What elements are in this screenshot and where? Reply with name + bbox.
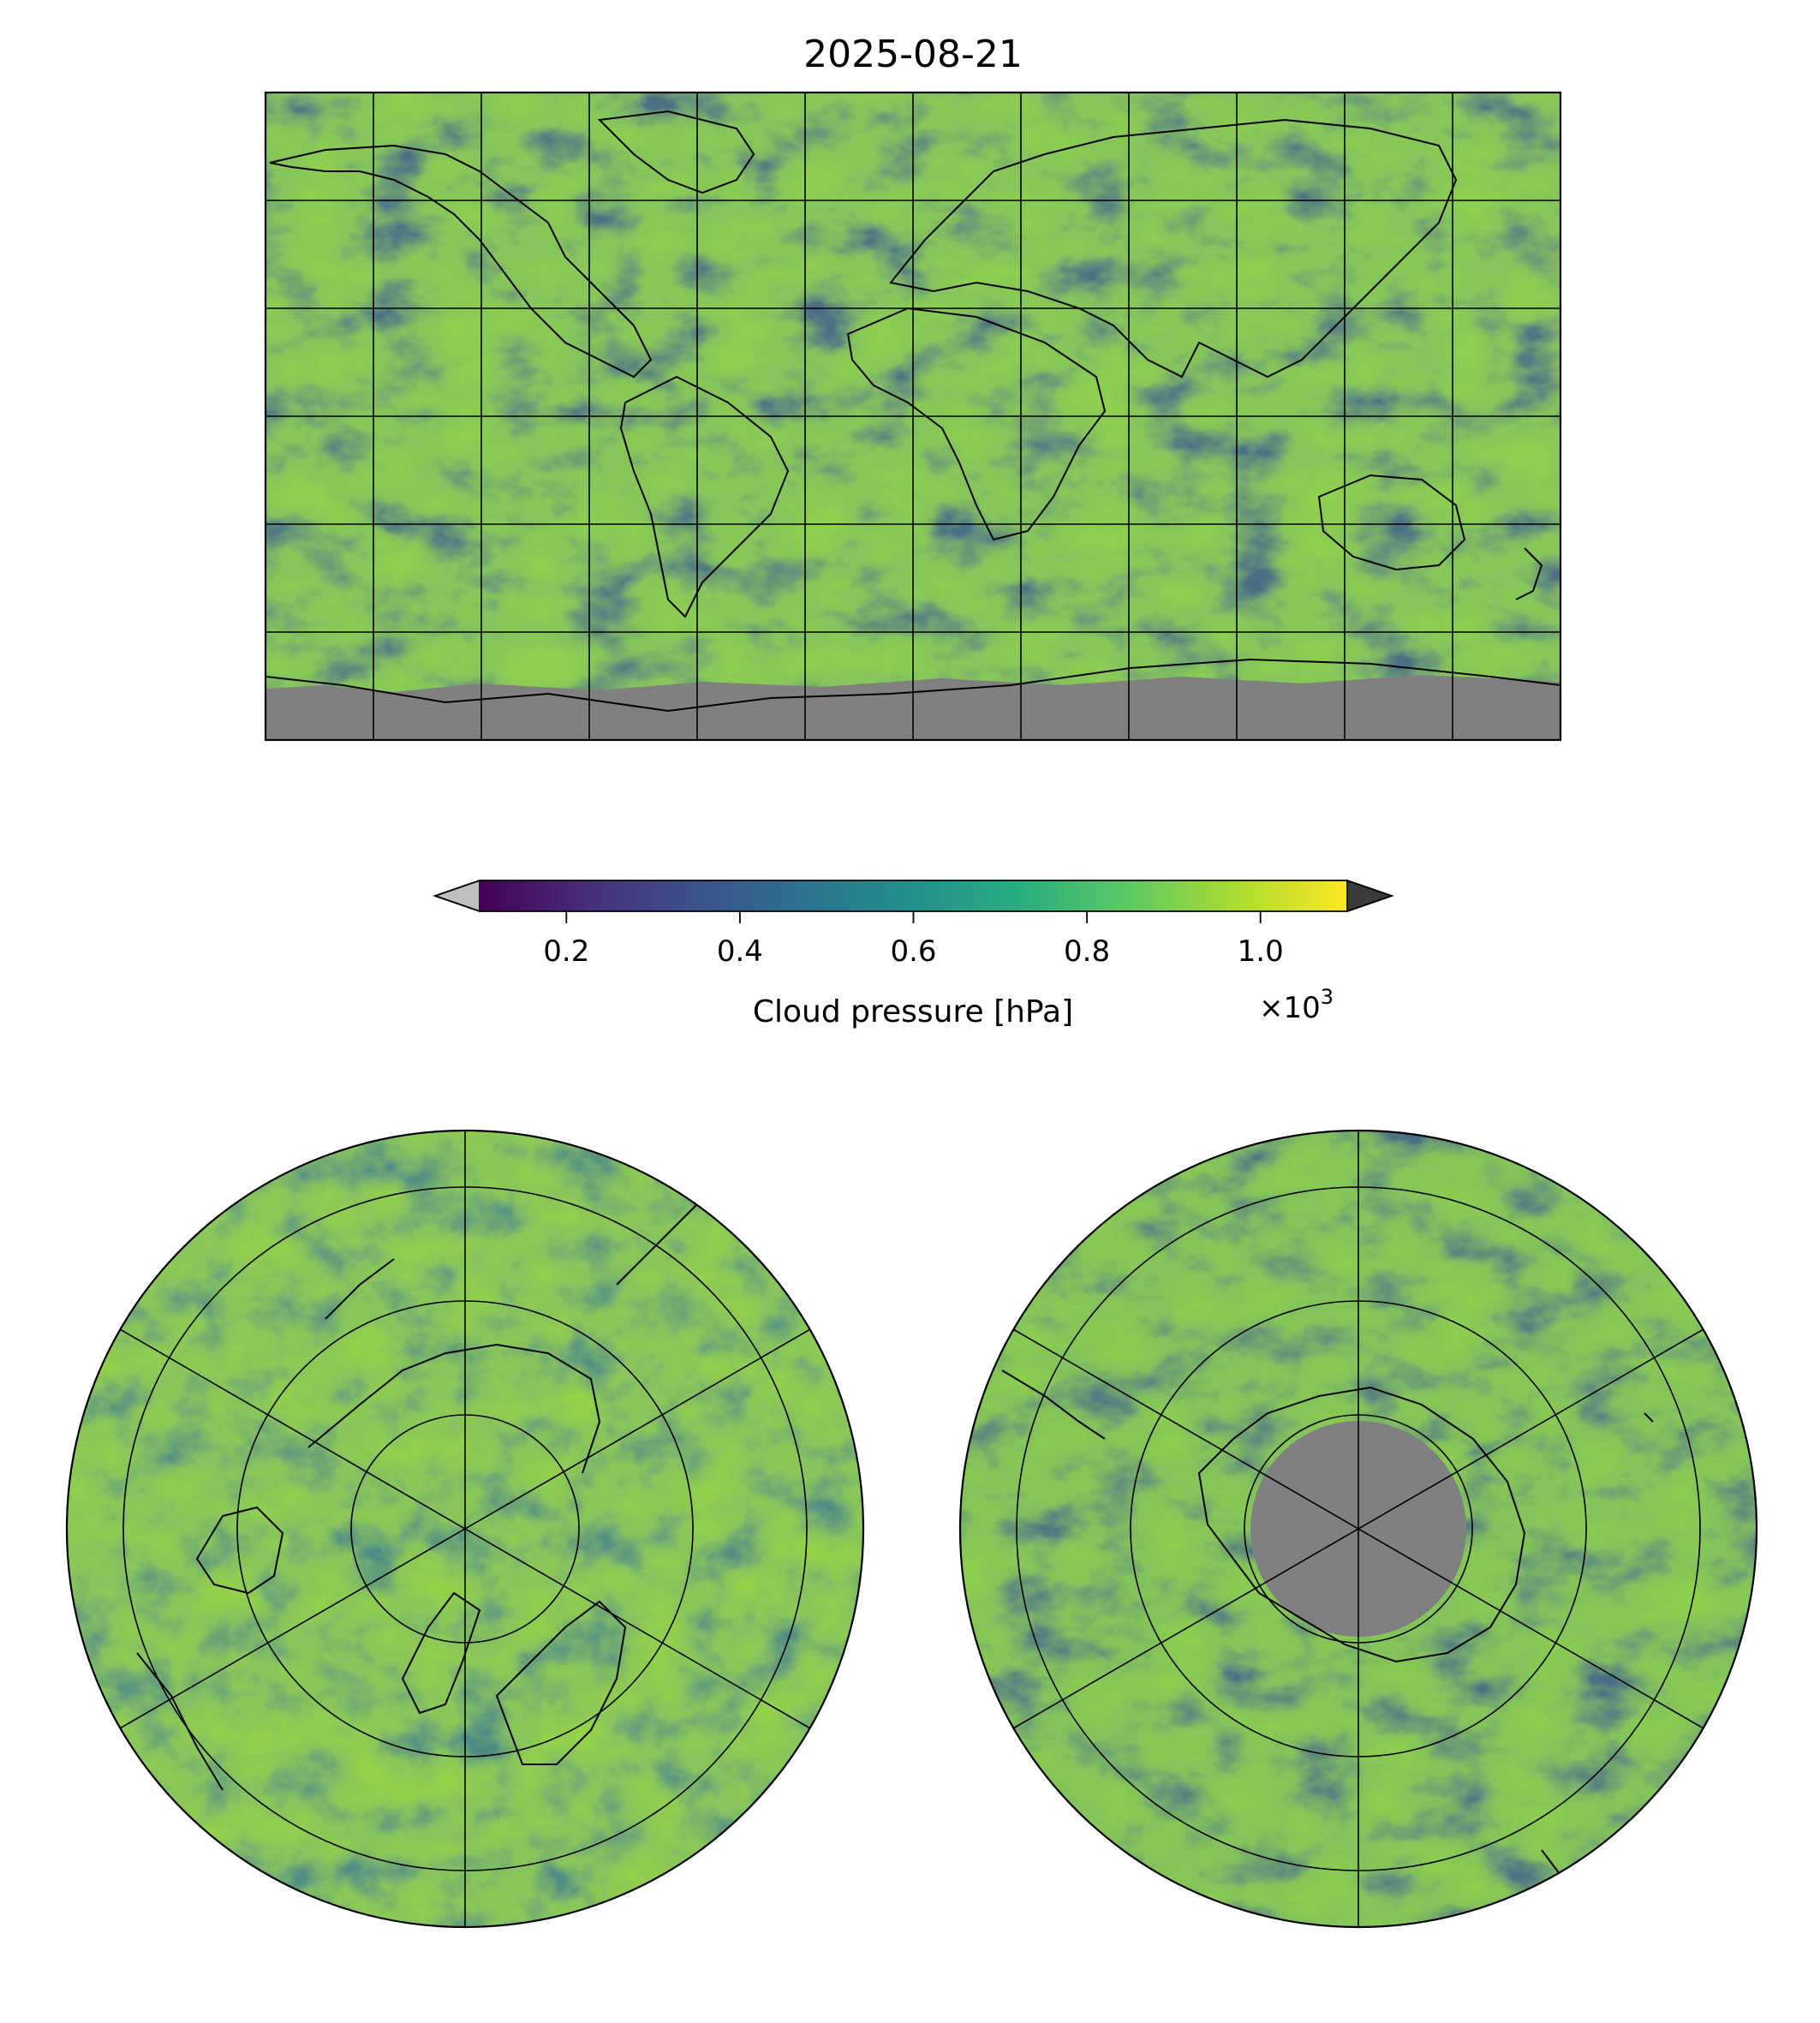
colorbar-tick-label: 0.2 [543,934,589,969]
north-polar-map-gridlines [119,1131,811,1927]
colorbar-multiplier: ×103 [1259,985,1334,1025]
south-polar-map [958,1129,1758,1929]
colorbar-tick-label: 0.4 [717,934,763,969]
north-polar-map [65,1129,865,1929]
colorbar-tick-label: 0.8 [1064,934,1110,969]
colorbar: 0.2 0.4 0.6 0.8 1.0 Cloud pressure [hPa] ×10… [433,879,1394,1029]
colorbar-under-extension [433,879,480,913]
colorbar-gradient [480,880,1347,911]
colorbar-tick-label: 0.6 [890,934,936,969]
global-map-frame [264,91,1562,742]
colorbar-multiplier-base: ×10 [1259,991,1321,1025]
north-polar-map-frame [65,1129,865,1929]
colorbar-tick-label: 1.0 [1238,934,1284,969]
colorbar-outline [433,880,1394,912]
global-map-coastlines [266,110,1560,713]
colorbar-over-extension [1346,879,1394,913]
south-polar-map-gridlines [1012,1131,1704,1927]
global-map [264,91,1562,742]
colorbar-ticks: 0.2 0.4 0.6 0.8 1.0 [543,911,1284,969]
colorbar-label: Cloud pressure [hPa] [753,994,1073,1029]
north-polar-map-coastlines [136,1198,703,1791]
figure-title: 2025-08-21 [803,33,1023,76]
colorbar-multiplier-exponent: 3 [1321,985,1334,1009]
global-map-gridlines [266,92,1560,740]
south-polar-map-frame [958,1129,1758,1929]
